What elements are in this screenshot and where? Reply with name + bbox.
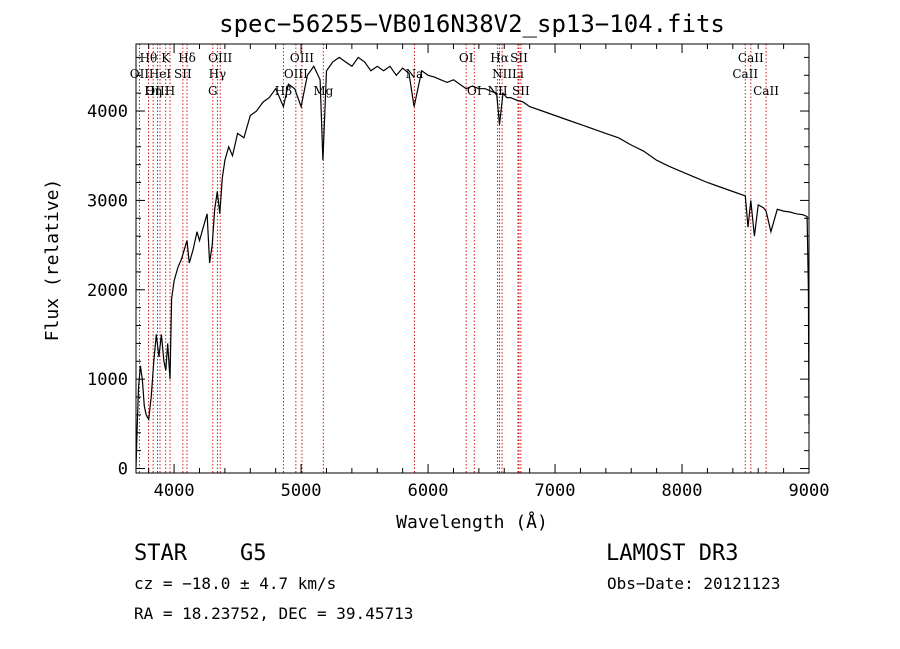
spectral-line-label: CaII — [753, 84, 779, 98]
spectral-subclass: G5 — [240, 541, 267, 566]
spectral-line-label: OI — [459, 51, 474, 65]
x-tick-label: 9000 — [789, 481, 830, 501]
flux-series-line — [135, 56, 810, 469]
spectral-line-label: Hγ — [209, 67, 227, 81]
spectral-line-label: Hη — [144, 84, 162, 98]
x-tick-label: 7000 — [535, 481, 576, 501]
spectral-line-markers — [138, 44, 767, 473]
x-tick-label: 6000 — [408, 481, 449, 501]
plot-frame — [135, 43, 810, 474]
chart-title: spec−56255−VB016N38V2_sp13−104.fits — [219, 10, 725, 38]
spectral-line-label: CaII — [738, 51, 764, 65]
y-axis-label: Flux (relative) — [42, 179, 63, 342]
x-tick-label: 4000 — [154, 481, 195, 501]
spectral-line-label: OIII — [284, 67, 308, 81]
spectral-line-label: OIII — [290, 51, 314, 65]
x-tick-label: 5000 — [281, 481, 322, 501]
spectral-line-label: G — [208, 84, 218, 98]
y-tick-label: 3000 — [87, 191, 128, 211]
spectral-line-label: Hθ — [140, 51, 158, 65]
x-axis-ticks: 4000 5000 6000 7000 8000 9000 — [148, 44, 830, 501]
spectral-line-label: OIII — [145, 84, 169, 98]
spectral-line-label: Li — [512, 67, 524, 81]
spectral-line-label: H — [165, 84, 175, 98]
spectral-line-label: CaII — [732, 67, 758, 81]
y-tick-label: 4000 — [87, 102, 128, 122]
spectral-line-label: SII — [174, 67, 192, 81]
spectral-line-label: OI — [467, 84, 482, 98]
object-class: STAR — [134, 541, 188, 566]
radial-velocity: cz = −18.0 ± 4.7 km/s — [134, 574, 336, 593]
spectral-line-label: K — [161, 51, 171, 65]
x-axis-label: Wavelength (Å) — [396, 511, 548, 533]
y-tick-label: 0 — [118, 460, 128, 480]
y-tick-label: 2000 — [87, 281, 128, 301]
spectral-line-label: OII — [130, 67, 150, 81]
spectral-line-label: Hδ — [178, 51, 196, 65]
y-axis-ticks: 0 1000 2000 3000 4000 — [87, 56, 809, 480]
coordinates: RA = 18.23752, DEC = 39.45713 — [134, 604, 413, 623]
spectral-line-label: Hα — [490, 51, 509, 65]
observation-date: Obs−Date: 20121123 — [607, 574, 780, 593]
spectral-line-label: SII — [510, 51, 528, 65]
spectral-line-label: HeI — [149, 67, 172, 81]
spectral-line-label: Mg — [313, 84, 333, 98]
x-tick-label: 8000 — [662, 481, 703, 501]
spectral-line-label: OIII — [208, 51, 232, 65]
spectral-line-label: SII — [512, 84, 530, 98]
survey-name: LAMOST DR3 — [606, 541, 738, 566]
y-tick-label: 1000 — [87, 370, 128, 390]
spectral-line-label: NII — [492, 67, 512, 81]
